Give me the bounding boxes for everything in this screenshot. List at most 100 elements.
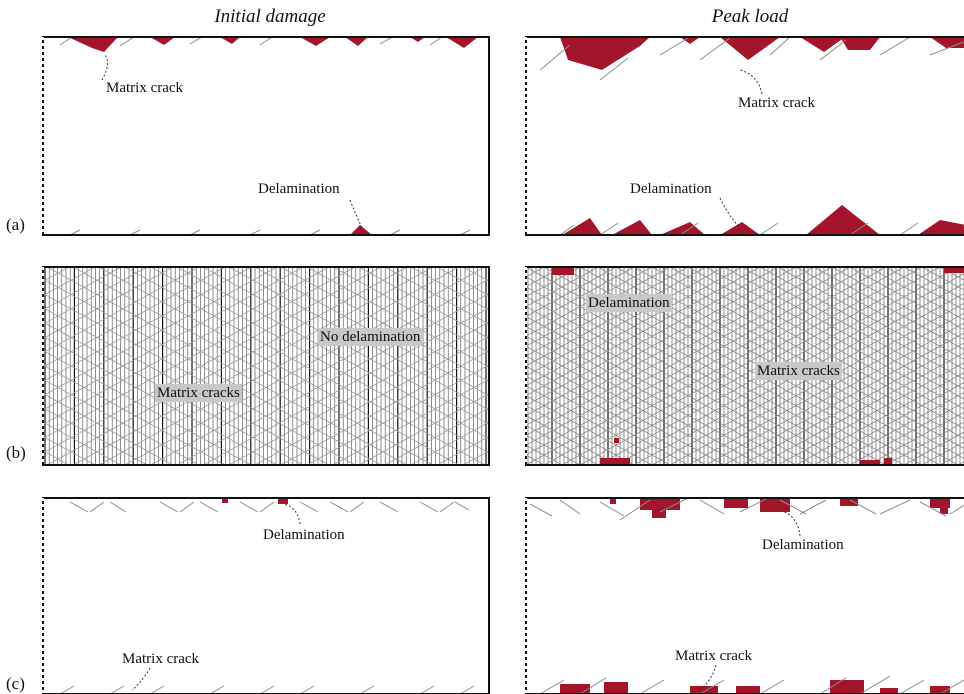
damage-region	[930, 498, 950, 508]
crack-line	[410, 421, 489, 465]
crack-line	[526, 355, 725, 465]
crack-line	[526, 267, 563, 288]
damage-region	[736, 686, 760, 694]
damage-region	[410, 37, 425, 42]
damage-region	[880, 688, 898, 694]
annotation-delamination: Delamination	[762, 537, 844, 553]
damage-region	[604, 682, 628, 694]
damage-region	[930, 37, 964, 48]
crack-line	[831, 391, 964, 465]
damage-region	[806, 205, 880, 235]
crack-line	[526, 464, 527, 465]
damage-region	[940, 508, 948, 514]
leader-line	[739, 69, 763, 95]
crack-line	[849, 267, 964, 331]
crack-line	[306, 267, 489, 368]
crack-line	[903, 431, 964, 465]
leader-line	[131, 667, 151, 691]
crack-line	[526, 345, 743, 465]
damage-region	[690, 686, 718, 694]
crack-line	[777, 267, 964, 370]
crack-line	[43, 335, 278, 465]
crack-line	[526, 395, 653, 465]
crack-line	[43, 407, 148, 465]
damage-region	[560, 37, 650, 70]
damage-region	[840, 37, 880, 50]
crack-line	[43, 350, 252, 465]
annotation-delamination: Delamination	[586, 294, 672, 312]
leader-line	[283, 503, 301, 525]
crack-line	[43, 464, 44, 465]
damage-region	[612, 220, 652, 235]
damage-region	[345, 37, 368, 46]
crack-line	[43, 267, 226, 368]
crack-line	[957, 267, 964, 271]
crack-line	[358, 267, 489, 339]
crack-line	[795, 267, 964, 360]
panel-a-peak	[525, 36, 964, 236]
crack-line	[43, 267, 122, 311]
crack-line	[43, 267, 70, 282]
crack-line	[526, 276, 869, 465]
crack-line	[867, 267, 964, 321]
crack-line	[43, 278, 382, 465]
annotation-no-delamination: No delamination	[318, 328, 423, 346]
crack-line	[867, 411, 964, 465]
panel-border	[42, 266, 490, 466]
crack-line	[526, 267, 527, 268]
crack-line	[526, 306, 815, 465]
crack-line	[705, 267, 964, 410]
crack-line	[43, 267, 96, 297]
panel-a-initial	[42, 36, 490, 236]
crack-line	[43, 267, 200, 354]
panel-c-initial-damage	[59, 498, 475, 694]
crack-line	[526, 405, 635, 465]
damage-region	[150, 37, 175, 45]
panel-c-initial	[42, 497, 490, 694]
crack-line	[813, 267, 964, 350]
column-title-initial: Initial damage	[214, 6, 326, 27]
leader-line	[349, 199, 363, 229]
row-label-b: (b)	[6, 443, 26, 462]
crack-line	[43, 267, 174, 339]
crack-line	[723, 267, 964, 400]
crack-line	[526, 424, 599, 465]
crack-line	[43, 267, 278, 397]
annotation-matrix-crack: Matrix crack	[738, 95, 816, 111]
crack-line	[43, 307, 330, 465]
panel-b-initial	[42, 266, 490, 466]
crack-line	[202, 267, 489, 425]
damage-region	[840, 498, 858, 506]
crack-line	[43, 393, 174, 465]
crack-line	[43, 421, 122, 465]
crack-line	[43, 267, 148, 325]
crack-line	[849, 401, 964, 465]
annotation-delamination: Delamination	[630, 181, 712, 197]
damage-region	[446, 37, 478, 48]
crack-line	[687, 267, 964, 420]
annotation-delamination: Delamination	[258, 181, 340, 197]
crack-line	[526, 296, 833, 465]
crack-line	[280, 267, 489, 382]
crack-line	[46, 267, 408, 465]
damage-region	[222, 498, 228, 503]
damage-region	[860, 460, 880, 465]
panel-c-peak	[525, 497, 964, 694]
leader-line	[101, 53, 108, 81]
crack-line	[43, 321, 304, 465]
damage-region	[552, 267, 574, 275]
crack-line	[98, 267, 460, 465]
crack-line	[43, 292, 356, 465]
crack-line	[526, 365, 707, 465]
crack-line	[813, 382, 964, 465]
damage-region	[300, 37, 330, 46]
annotation-matrix-crack: Matrix crack	[675, 648, 753, 664]
leader-line	[779, 509, 801, 537]
damage-region	[220, 37, 240, 44]
crack-line	[526, 325, 779, 465]
damage-region	[614, 438, 619, 443]
crack-line	[526, 385, 671, 465]
crack-line	[831, 267, 964, 341]
crack-texture	[43, 267, 489, 465]
